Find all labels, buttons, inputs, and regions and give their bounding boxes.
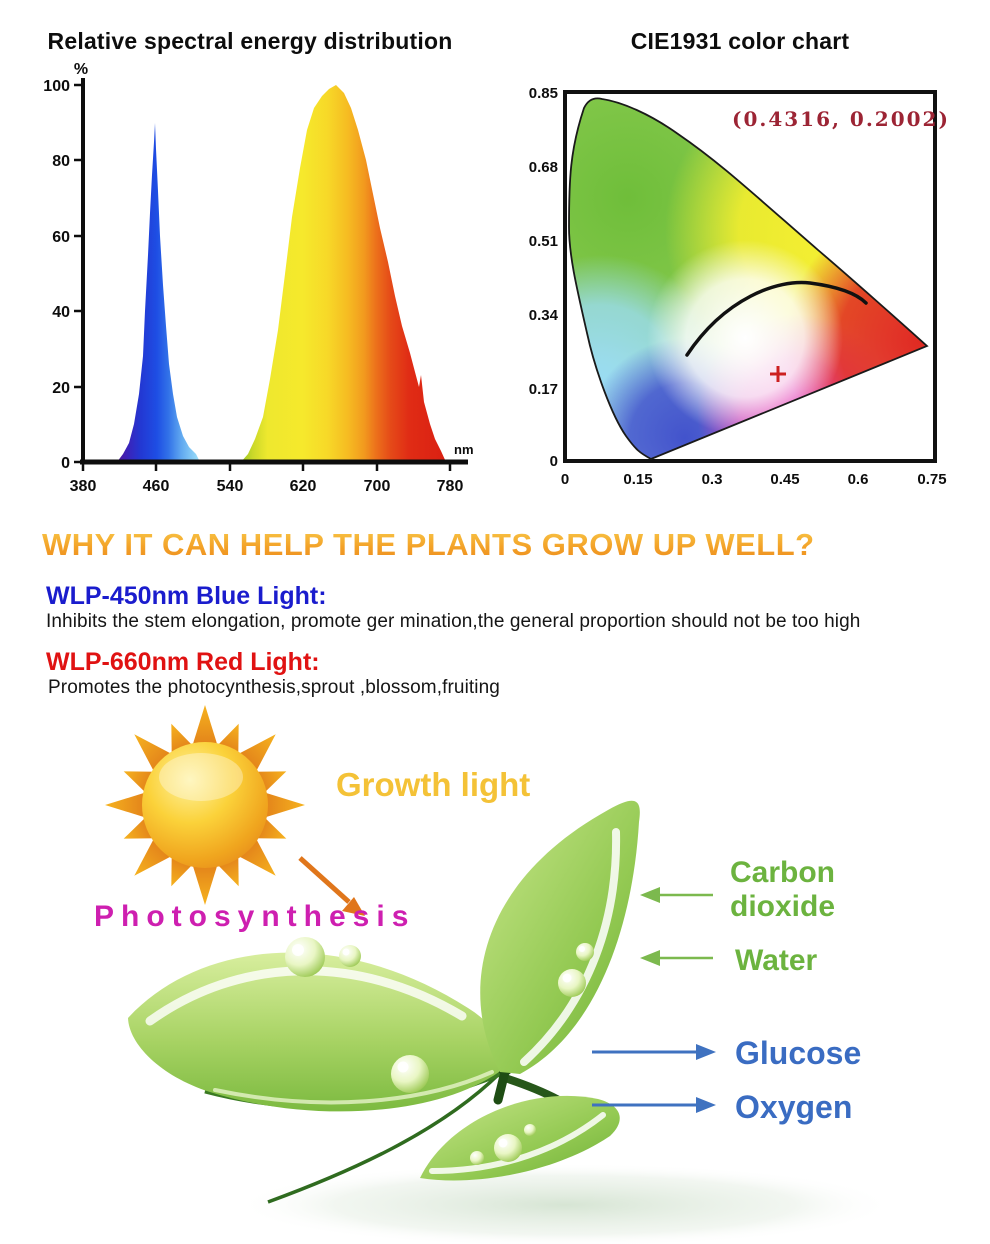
cie-point-label: (0.4316, 0.2002) [732, 107, 950, 131]
leaf [420, 1095, 620, 1181]
y-tick-label: 0.85 [529, 85, 558, 102]
section-heading: WHY IT CAN HELP THE PLANTS GROW UP WELL? [42, 527, 815, 562]
water-label: Water [735, 944, 818, 977]
x-tick-label: 0 [561, 471, 569, 488]
spectral-chart: 100 80 60 40 20 0 380 460 540 620 700 78… [43, 61, 474, 495]
x-tick-label: 0.15 [623, 471, 652, 488]
x-tick-label: 380 [70, 478, 97, 495]
y-tick-label: 100 [43, 78, 70, 95]
y-tick-label: 0.51 [529, 233, 558, 250]
x-tick-label: 620 [290, 478, 317, 495]
stem-curl [267, 1071, 502, 1204]
y-tick-marks [74, 83, 83, 464]
sun-icon [105, 705, 305, 905]
leaf [128, 952, 504, 1112]
x-tick-label: 0.75 [917, 471, 946, 488]
cie-chart: (0.4316, 0.2002) 0.85 0.68 0.51 0.34 0.1… [529, 85, 950, 488]
leaf [480, 800, 640, 1074]
spectral-chart-title: Relative spectral energy distribution [47, 28, 453, 54]
x-tick-label: 460 [143, 478, 170, 495]
red-light-desc: Promotes the photocynthesis,sprout ,blos… [48, 677, 500, 698]
oxygen-arrow-icon [592, 1097, 716, 1113]
red-light-title: WLP-660nm Red Light: [46, 648, 320, 676]
x-tick-label: 700 [364, 478, 391, 495]
y-tick-label: 0 [550, 453, 558, 470]
y-tick-label: 0.17 [529, 381, 558, 398]
y-tick-label: 0.68 [529, 159, 558, 176]
y-tick-label: 80 [52, 153, 70, 170]
cie-chart-title: CIE1931 color chart [630, 28, 850, 54]
growth-light-label: Growth light [336, 766, 530, 803]
x-tick-label: 0.45 [770, 471, 799, 488]
red-spectrum-peak [241, 85, 446, 462]
spectral-locus-outline [568, 97, 929, 460]
y-tick-label: 0 [61, 455, 70, 472]
carbon-dioxide-arrow-icon [640, 887, 713, 903]
x-tick-label: 0.6 [848, 471, 869, 488]
x-axis-unit: nm [454, 442, 474, 457]
glucose-label: Glucose [735, 1035, 861, 1071]
oxygen-label: Oxygen [735, 1089, 852, 1125]
water-droplet [285, 937, 594, 1165]
sun-arrow-icon [298, 856, 365, 916]
x-tick-label: 780 [437, 478, 464, 495]
y-tick-label: 20 [52, 380, 70, 397]
water-arrow-icon [640, 950, 713, 966]
y-tick-label: 0.34 [529, 307, 559, 324]
x-tick-marks [81, 462, 452, 471]
x-tick-label: 540 [217, 478, 244, 495]
plus-marker-icon [770, 366, 786, 382]
blue-light-title: WLP-450nm Blue Light: [46, 582, 327, 610]
glucose-arrow-icon [592, 1044, 716, 1060]
plant-shadow [235, 1163, 895, 1244]
y-tick-label: 60 [52, 229, 70, 246]
x-tick-label: 0.3 [702, 471, 723, 488]
carbon-dioxide-label: Carbon [730, 856, 835, 889]
blue-light-desc: Inhibits the stem elongation, promote ge… [46, 611, 861, 632]
photosynthesis-label: Photosynthesis [94, 900, 415, 933]
carbon-dioxide-label: dioxide [730, 890, 835, 923]
photosynthesis-illustration: Growth light Photosynthesis Carbon dioxi… [94, 705, 895, 1244]
y-tick-label: 40 [52, 304, 70, 321]
planckian-curve [685, 280, 868, 357]
y-axis-unit: % [74, 61, 88, 78]
blue-spectrum-peak [117, 123, 200, 462]
